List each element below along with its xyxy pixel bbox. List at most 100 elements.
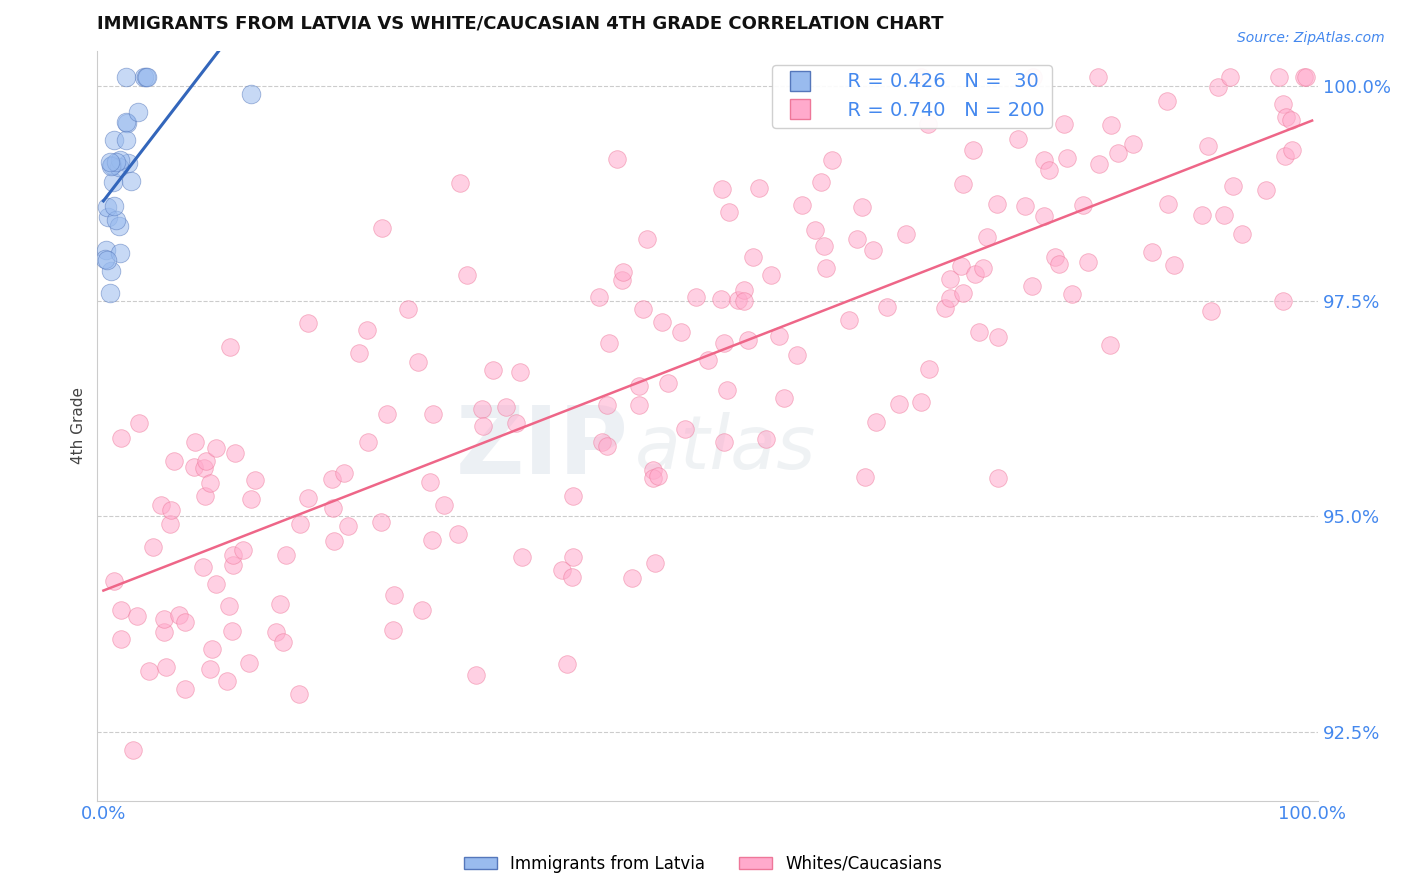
Point [239,87,262,102]
Point [471,402,494,417]
Point [347,345,370,359]
Point [93,252,115,266]
Point [333,467,356,481]
Point [713,335,735,350]
Point [1099,337,1122,351]
Point [205,441,228,455]
Point [194,453,217,467]
Point [1206,80,1229,95]
Point [1056,152,1078,166]
Point [773,391,796,405]
Point [987,470,1010,484]
Point [101,158,124,172]
Point [748,181,770,195]
Point [153,611,176,625]
Point [713,435,735,450]
Point [1060,287,1083,301]
Point [972,261,994,276]
Point [717,205,740,219]
Point [853,470,876,484]
Point [1077,255,1099,269]
Point [669,325,692,339]
Point [949,259,972,273]
Point [110,153,132,167]
Point [433,499,456,513]
Point [673,422,696,436]
Point [422,408,444,422]
Point [1222,179,1244,194]
Point [159,517,181,532]
Point [98,285,121,300]
Point [865,415,887,429]
Y-axis label: 4th Grade: 4th Grade [72,387,86,465]
Point [939,272,962,286]
Point [591,435,613,450]
Point [136,70,159,84]
Point [396,302,419,317]
Point [152,625,174,640]
Point [117,116,139,130]
Point [761,268,783,283]
Point [733,293,755,308]
Point [976,230,998,244]
Point [561,489,583,503]
Point [627,379,650,393]
Point [121,743,143,757]
Point [709,292,731,306]
Point [134,70,156,84]
Point [1281,143,1303,157]
Point [644,556,666,570]
Point [381,623,404,637]
Point [851,200,873,214]
Point [127,104,149,119]
Point [103,133,125,147]
Point [288,517,311,532]
Point [194,489,217,503]
Point [142,540,165,554]
Point [1191,208,1213,222]
Point [471,419,494,434]
Point [107,160,129,174]
Point [218,599,240,613]
Point [127,609,149,624]
Point [917,117,939,131]
Point [1122,137,1144,152]
Point [1219,70,1241,84]
Point [273,635,295,649]
Point [100,264,122,278]
Point [218,340,240,354]
Point [371,221,394,235]
Point [110,632,132,646]
Point [845,232,868,246]
Point [96,200,118,214]
Point [786,348,808,362]
Point [910,70,932,84]
Point [1007,132,1029,146]
Point [894,227,917,241]
Point [108,219,131,233]
Point [96,243,118,257]
Point [200,476,222,491]
Point [628,398,651,412]
Point [447,527,470,541]
Point [1021,278,1043,293]
Legend:   R = 0.426   N =  30,   R = 0.740   N = 200: R = 0.426 N = 30, R = 0.740 N = 200 [772,65,1052,128]
Point [420,533,443,548]
Point [862,244,884,258]
Point [952,285,974,300]
Point [1099,118,1122,132]
Point [120,174,142,188]
Point [114,114,136,128]
Point [356,434,378,449]
Point [598,335,620,350]
Point [612,265,634,279]
Point [449,176,471,190]
Point [647,468,669,483]
Point [641,471,664,485]
Point [110,432,132,446]
Point [610,272,633,286]
Point [561,570,583,584]
Text: IMMIGRANTS FROM LATVIA VS WHITE/CAUCASIAN 4TH GRADE CORRELATION CHART: IMMIGRANTS FROM LATVIA VS WHITE/CAUCASIA… [97,15,943,33]
Point [108,245,131,260]
Point [1157,196,1180,211]
